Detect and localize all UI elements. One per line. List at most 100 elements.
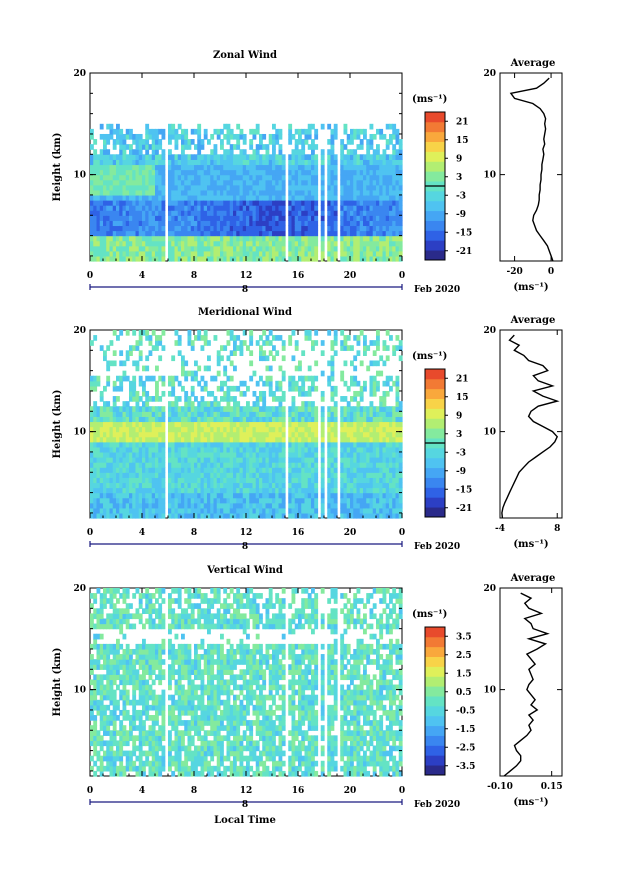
x-tick-label: 4 bbox=[139, 528, 145, 538]
heatmap-cell bbox=[314, 175, 318, 181]
heatmap-cell bbox=[240, 129, 244, 135]
heatmap-cell bbox=[279, 149, 283, 155]
zonal-colorbar-unit: (ms⁻¹) bbox=[412, 94, 447, 105]
heatmap-cell bbox=[282, 508, 286, 514]
heatmap-cell bbox=[90, 669, 94, 675]
colorbar-swatch bbox=[425, 468, 445, 478]
heatmap-cell bbox=[334, 335, 338, 341]
heatmap-cell bbox=[162, 477, 166, 483]
heatmap-cell bbox=[230, 376, 234, 382]
heatmap-cell bbox=[399, 421, 403, 427]
heatmap-cell bbox=[184, 129, 188, 135]
heatmap-cell bbox=[321, 180, 325, 186]
heatmap-cell bbox=[370, 401, 374, 407]
heatmap-cell bbox=[155, 386, 159, 392]
heatmap-cell bbox=[106, 376, 110, 382]
heatmap-cell bbox=[119, 381, 123, 387]
heatmap-cell bbox=[392, 144, 396, 150]
heatmap-cell bbox=[282, 447, 286, 453]
heatmap-cell bbox=[279, 129, 283, 135]
heatmap-cell bbox=[360, 139, 364, 145]
x-tick-label: 0 bbox=[87, 528, 93, 538]
heatmap-cell bbox=[149, 340, 153, 346]
y-tick-label: 20 bbox=[73, 326, 86, 336]
heatmap-cell bbox=[340, 139, 344, 145]
heatmap-cell bbox=[340, 376, 344, 382]
heatmap-cell bbox=[249, 350, 253, 356]
colorbar-tick-label: -15 bbox=[456, 228, 472, 238]
heatmap-cell bbox=[334, 421, 338, 427]
heatmap-cell bbox=[399, 462, 403, 468]
heatmap-cell bbox=[207, 355, 211, 361]
heatmap-cell bbox=[162, 437, 166, 443]
colorbar-swatch bbox=[425, 458, 445, 468]
heatmap-cell bbox=[353, 366, 357, 372]
heatmap-cell bbox=[227, 391, 231, 397]
heatmap-cell bbox=[282, 503, 286, 509]
heatmap-cell bbox=[230, 129, 234, 135]
colorbar-tick-label: 15 bbox=[456, 136, 469, 146]
heatmap-cell bbox=[181, 366, 185, 372]
heatmap-cell bbox=[110, 134, 114, 140]
heatmap-cell bbox=[113, 381, 117, 387]
heatmap-cell bbox=[162, 503, 166, 509]
heatmap-cell bbox=[282, 442, 286, 448]
colorbar-swatch bbox=[425, 487, 445, 497]
heatmap-cell bbox=[314, 457, 318, 463]
heatmap-cell bbox=[246, 386, 250, 392]
heatmap-cell bbox=[282, 416, 286, 422]
heatmap-cell bbox=[149, 335, 153, 341]
heatmap-cell bbox=[321, 164, 325, 170]
heatmap-cell bbox=[392, 124, 396, 130]
heatmap-cell bbox=[288, 139, 292, 145]
heatmap-cell bbox=[314, 225, 318, 231]
heatmap-cell bbox=[321, 462, 325, 468]
heatmap-cell bbox=[399, 195, 403, 201]
heatmap-cell bbox=[279, 366, 283, 372]
colorbar-swatch bbox=[425, 142, 445, 152]
heatmap-cell bbox=[197, 149, 201, 155]
heatmap-cell bbox=[373, 376, 377, 382]
heatmap-cell bbox=[334, 215, 338, 221]
meridional-wind-heatmap bbox=[90, 330, 403, 519]
heatmap-cell bbox=[256, 381, 260, 387]
heatmap-cell bbox=[175, 401, 179, 407]
heatmap-cell bbox=[282, 225, 286, 231]
heatmap-cell bbox=[184, 360, 188, 366]
zonal-date-label: Feb 2020 bbox=[414, 285, 460, 295]
heatmap-cell bbox=[139, 376, 143, 382]
heatmap-cell bbox=[272, 355, 276, 361]
profile-frame bbox=[500, 73, 562, 261]
heatmap-cell bbox=[282, 210, 286, 216]
heatmap-cell bbox=[142, 386, 146, 392]
heatmap-cell bbox=[334, 231, 338, 237]
heatmap-cell bbox=[162, 442, 166, 448]
heatmap-cell bbox=[314, 180, 318, 186]
vertical-wind-heatmap bbox=[90, 588, 403, 777]
heatmap-cell bbox=[282, 340, 286, 346]
heatmap-cell bbox=[93, 335, 97, 341]
heatmap-cell bbox=[308, 129, 312, 135]
colorbar-swatch bbox=[425, 132, 445, 142]
heatmap-cell bbox=[334, 200, 338, 206]
heatmap-cell bbox=[331, 149, 335, 155]
heatmap-cell bbox=[175, 144, 179, 150]
heatmap-cell bbox=[399, 340, 403, 346]
heatmap-cell bbox=[188, 144, 192, 150]
heatmap-cell bbox=[314, 134, 318, 140]
heatmap-cell bbox=[331, 376, 335, 382]
heatmap-cell bbox=[100, 124, 104, 130]
heatmap-cell bbox=[314, 220, 318, 226]
heatmap-cell bbox=[155, 391, 159, 397]
heatmap-cell bbox=[266, 144, 270, 150]
heatmap-cell bbox=[188, 396, 192, 402]
heatmap-cell bbox=[282, 154, 286, 160]
heatmap-cell bbox=[347, 401, 351, 407]
heatmap-cell bbox=[259, 345, 263, 351]
x-tick-label: 20 bbox=[344, 528, 357, 538]
heatmap-cell bbox=[389, 376, 393, 382]
heatmap-cell bbox=[363, 335, 367, 341]
heatmap-cell bbox=[288, 335, 292, 341]
colorbar-swatch bbox=[425, 230, 445, 240]
heatmap-cell bbox=[249, 335, 253, 341]
